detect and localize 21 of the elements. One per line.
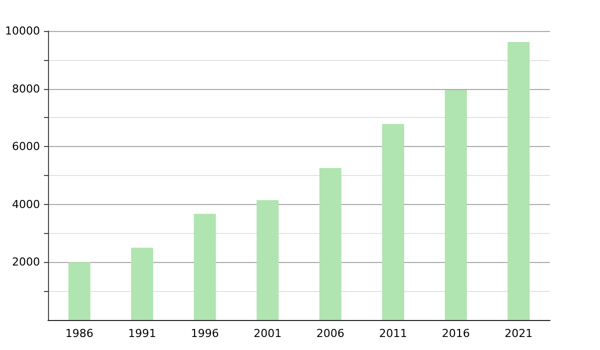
y-tick-label: 8000 bbox=[12, 82, 40, 96]
y-tick-label: 4000 bbox=[12, 198, 40, 211]
y-tick-label: 2000 bbox=[12, 256, 40, 269]
x-tick-label: 2006 bbox=[316, 327, 344, 340]
bar bbox=[131, 248, 154, 320]
bar bbox=[194, 214, 216, 320]
x-tick-label: 2011 bbox=[379, 327, 408, 340]
bar bbox=[444, 90, 467, 320]
x-tick-label: 2021 bbox=[504, 327, 533, 340]
bar bbox=[319, 168, 342, 320]
x-tick-label: 1996 bbox=[190, 327, 219, 340]
x-tick-label: 1991 bbox=[128, 327, 156, 340]
x-tick-label: 2001 bbox=[254, 327, 282, 340]
bar bbox=[508, 42, 530, 320]
y-tick-label: 10000 bbox=[5, 24, 40, 38]
bar bbox=[68, 262, 90, 320]
bar bbox=[382, 124, 404, 320]
bar bbox=[256, 200, 279, 320]
y-tick-label: 6000 bbox=[12, 140, 40, 154]
x-tick-label: 1986 bbox=[65, 327, 94, 340]
x-tick-label: 2016 bbox=[442, 327, 470, 340]
